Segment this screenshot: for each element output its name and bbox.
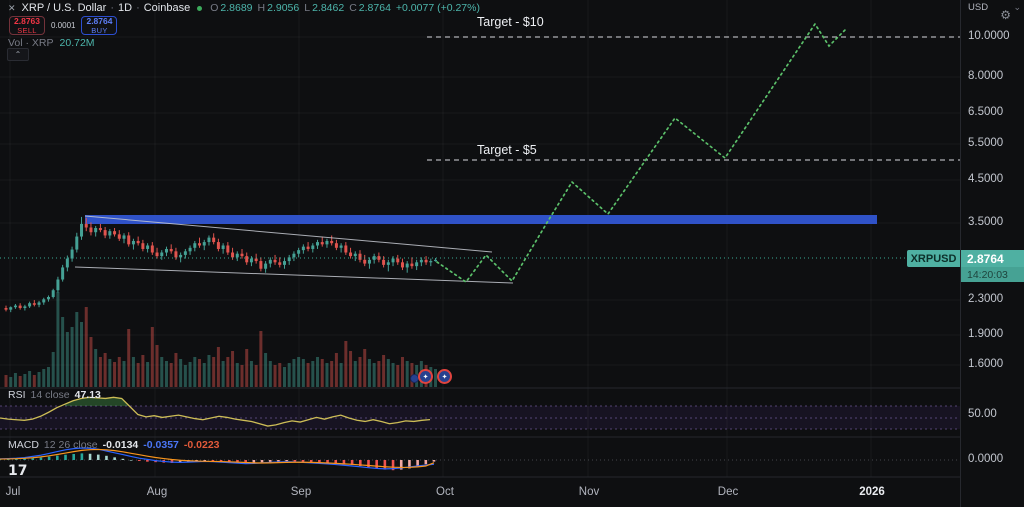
bar-countdown: 14:20:03 [961, 267, 1024, 282]
volume-series [4, 292, 438, 387]
trade-buttons-row: 2.8763 SELL 0.0001 2.8764 BUY [9, 15, 118, 35]
price-scale-label: 50.00 [968, 408, 997, 420]
gridlines [0, 0, 960, 477]
target-5-label[interactable]: Target - $5 [477, 143, 537, 157]
market-status-icon [197, 5, 203, 11]
settings-gear-icon[interactable]: ⚙ [1000, 8, 1011, 22]
separator: · [110, 2, 114, 14]
high-value: 2.9056 [267, 2, 300, 14]
macd-lines [0, 447, 435, 470]
event-star-icon: ✦ [441, 373, 448, 381]
ohlc-values: O 2.8689 H 2.9056 L 2.8462 C 2.8764 +0.0… [210, 2, 480, 14]
price-scale-label: 2.3000 [968, 293, 1004, 305]
high-label: H [257, 2, 266, 14]
sell-label: SELL [17, 25, 37, 35]
sell-button[interactable]: 2.8763 SELL [9, 16, 45, 35]
macd-params: 12 26 close [43, 439, 98, 451]
time-scale-label: Oct [436, 486, 454, 498]
symbol-legend-row: ✕ XRP / U.S. Dollar · 1D · Coinbase O 2.… [8, 1, 480, 15]
separator: · [136, 2, 140, 14]
close-value: 2.8764 [358, 2, 391, 14]
rsi-band [0, 405, 960, 430]
exchange-label[interactable]: Coinbase [143, 2, 191, 14]
time-axis[interactable]: Jul Aug Sep Oct Nov Dec 2026 [0, 477, 1024, 507]
sell-price: 2.8763 [14, 15, 40, 26]
macd-name[interactable]: MACD [8, 439, 39, 451]
macd-hist-value: -0.0134 [102, 439, 139, 451]
time-scale-label: Dec [717, 486, 739, 498]
projection-path-drawing[interactable] [436, 22, 848, 284]
time-scale-label: Sep [290, 486, 312, 498]
price-scale-label: 5.5000 [968, 137, 1004, 149]
time-scale-label: Aug [146, 486, 168, 498]
macd-legend: MACD 12 26 close -0.0134 -0.0357 -0.0223 [8, 439, 220, 451]
price-scale-label: 8.0000 [968, 70, 1004, 82]
rsi-name[interactable]: RSI [8, 389, 26, 401]
price-scale-label: 10.0000 [968, 30, 1010, 42]
close-icon[interactable]: ✕ [8, 2, 16, 13]
caret-down-icon: ⌄ [1013, 2, 1021, 12]
target-lines-drawing[interactable] [427, 36, 960, 161]
event-marker-icon[interactable]: ✦ [437, 369, 452, 384]
close-label: C [349, 2, 357, 14]
volume-label: Vol · XRP [8, 37, 54, 49]
buy-button[interactable]: 2.8764 BUY [81, 15, 118, 35]
chevron-up-icon: ⌃ [14, 49, 22, 59]
currency-label: USD [968, 2, 989, 13]
price-scale-label: 6.5000 [968, 106, 1004, 118]
event-star-icon: ✦ [422, 373, 429, 381]
time-scale-label: Nov [578, 486, 600, 498]
wedge-trendlines-drawing[interactable] [74, 215, 514, 284]
low-value: 2.8462 [312, 2, 345, 14]
symbol-title[interactable]: XRP / U.S. Dollar [21, 2, 107, 14]
volume-legend-row: Vol · XRP 20.72M [8, 37, 95, 49]
change-value: +0.0077 (+0.27%) [395, 2, 480, 14]
pane-dividers[interactable] [0, 387, 1024, 478]
tradingview-logo[interactable]: 17 [8, 463, 28, 479]
last-price-value: 2.8764 [961, 250, 1024, 267]
target-10-label[interactable]: Target - $10 [477, 15, 544, 29]
rsi-legend: RSI 14 close 47.13 [8, 389, 101, 401]
currency-selector[interactable]: USD ⌄ [968, 2, 1021, 13]
last-price-badge[interactable]: 2.8764 14:20:03 [961, 250, 1024, 282]
interval-label[interactable]: 1D [118, 2, 133, 14]
price-line-symbol-chip: XRPUSD [907, 250, 960, 267]
price-scale-label: 1.6000 [968, 358, 1004, 370]
volume-value: 20.72M [59, 37, 95, 49]
time-scale-label: Jul [5, 486, 21, 498]
buy-price: 2.8764 [86, 15, 113, 26]
rsi-plot [0, 396, 431, 427]
price-scale-label: 4.5000 [968, 173, 1004, 185]
open-label: O [210, 2, 219, 14]
price-scale-label: 0.0000 [968, 453, 1004, 465]
legend-collapse-button[interactable]: ⌃ [7, 48, 29, 61]
time-scale-label: 2026 [859, 486, 885, 498]
macd-line-value: -0.0357 [143, 439, 179, 451]
price-scale-label: 1.9000 [968, 328, 1004, 340]
price-scale-label: 3.5000 [968, 216, 1004, 228]
price-axis[interactable]: USD ⌄ 10.0000 8.0000 6.5000 5.5000 4.5000 3.5… [960, 0, 1024, 507]
macd-signal-value: -0.0223 [183, 439, 220, 451]
event-marker-icon[interactable]: ✦ [418, 369, 433, 384]
rsi-value: 47.13 [74, 389, 101, 401]
resistance-band-drawing[interactable] [85, 215, 877, 224]
buy-label: BUY [91, 25, 108, 35]
low-label: L [304, 2, 311, 14]
chart-legend: ✕ XRP / U.S. Dollar · 1D · Coinbase O 2.… [7, 1, 480, 61]
candlestick-series [4, 216, 438, 313]
spread-value: 0.0001 [51, 21, 76, 30]
rsi-params: 14 close [30, 389, 70, 401]
open-value: 2.8689 [220, 2, 253, 14]
